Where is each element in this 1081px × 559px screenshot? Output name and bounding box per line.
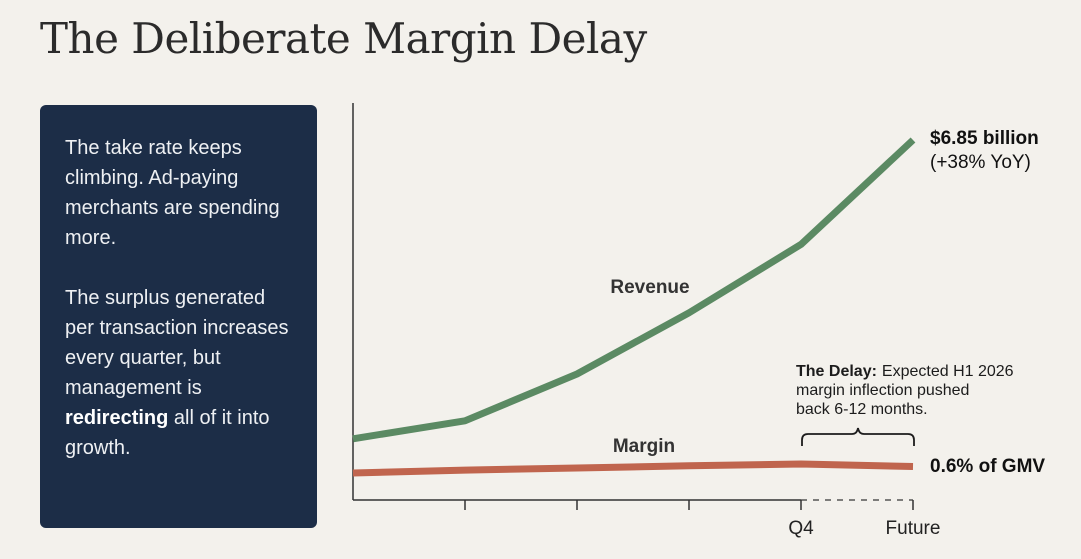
delay-annotation-line2: margin inflection pushed	[796, 382, 969, 399]
x-tick-label: Future	[886, 518, 941, 539]
insight-paragraph-1: The take rate keeps climbing. Ad-paying …	[65, 137, 280, 249]
series-label-revenue: Revenue	[610, 277, 689, 298]
x-tick-label: Q4	[788, 518, 814, 539]
insight-paragraph-2: The surplus generated per transaction in…	[65, 283, 297, 463]
delay-brace	[801, 427, 915, 446]
insight-panel: The take rate keeps climbing. Ad-paying …	[40, 105, 317, 528]
revenue-end-value: $6.85 billion	[930, 128, 1039, 149]
series-line-margin	[352, 460, 914, 477]
series-line-revenue	[352, 137, 916, 443]
insight-text-after: all of it into growth.	[65, 407, 270, 459]
x-axis-ticks	[464, 500, 914, 510]
insight-emphasis: redirecting	[65, 407, 169, 429]
delay-annotation-line3: back 6-12 months.	[796, 401, 928, 418]
delay-text-line1: Expected H1 2026	[882, 363, 1014, 380]
delay-annotation-line1: The Delay: Expected H1 2026	[796, 363, 1014, 380]
series-label-margin: Margin	[613, 436, 675, 457]
chart-series	[352, 137, 916, 477]
page-title: The Deliberate Margin Delay	[40, 14, 647, 63]
x-tick-labels: Q4 Future	[788, 518, 940, 539]
revenue-end-change: (+38% YoY)	[930, 152, 1031, 173]
margin-end-value: 0.6% of GMV	[930, 456, 1045, 477]
insight-text-before: The surplus generated per transaction in…	[65, 287, 289, 399]
delay-label: The Delay:	[796, 363, 877, 380]
